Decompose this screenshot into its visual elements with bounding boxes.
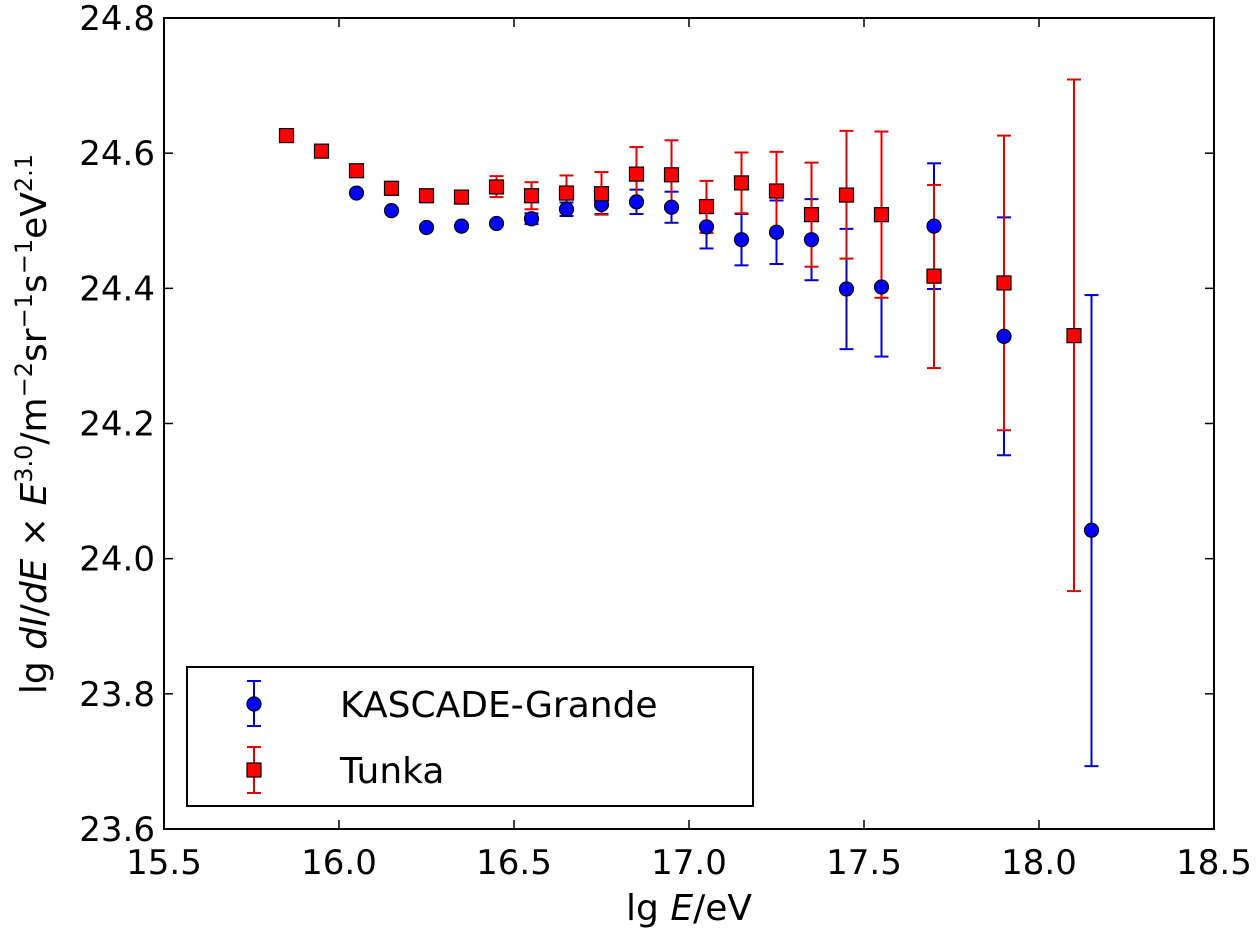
legend-kascade-grande-marker xyxy=(246,696,262,712)
kascade-grande-point xyxy=(873,279,890,295)
y-exp1: 3.0 xyxy=(10,445,38,483)
kascade-grande-point xyxy=(523,211,540,227)
kascade-grande-point xyxy=(558,201,575,217)
legend: KASCADE-Grande Tunka xyxy=(186,666,754,807)
x-tick-label: 18.0 xyxy=(1001,843,1077,883)
tunka-point xyxy=(558,185,575,201)
tunka-point xyxy=(996,275,1012,291)
legend-kascade-grande-label: KASCADE-Grande xyxy=(340,685,658,726)
kascade-grande-point xyxy=(628,194,645,210)
tunka-point xyxy=(733,175,750,191)
tunka-point xyxy=(698,198,715,215)
y-tick-label: 24.6 xyxy=(79,134,155,174)
y-exp3: −1 xyxy=(10,293,38,328)
kascade-grande-point xyxy=(488,215,505,232)
x-tick-label: 16.5 xyxy=(476,843,552,883)
tunka-point xyxy=(278,127,295,144)
kascade-grande-point xyxy=(838,281,855,297)
y-unit2: sr xyxy=(14,328,55,362)
tunka-point xyxy=(593,186,610,202)
tunka-point xyxy=(348,163,365,179)
y-unit3: s xyxy=(14,274,55,293)
tunka-point xyxy=(926,268,942,284)
tunka-point xyxy=(768,183,785,199)
y-E: E xyxy=(14,483,55,506)
kascade-grande-point xyxy=(733,232,750,248)
y-times: × xyxy=(14,506,55,559)
tunka-point xyxy=(663,167,680,183)
y-tick-label: 24.4 xyxy=(79,269,155,309)
x-tick-label: 18.5 xyxy=(1176,843,1252,883)
x-tick-label: 17.0 xyxy=(651,843,727,883)
tunka-point xyxy=(803,207,820,223)
kascade-grande-point xyxy=(768,224,785,240)
tunka-point xyxy=(313,143,330,159)
y-dE: dE xyxy=(14,558,55,604)
y-exp4: −1 xyxy=(10,239,38,274)
tunka-point xyxy=(453,189,470,205)
data-markers xyxy=(278,127,1100,538)
tunka-point xyxy=(383,180,400,196)
legend-tunka-label: Tunka xyxy=(339,751,444,792)
legend-entry-tunka: Tunka xyxy=(246,746,444,794)
x-tick-label: 15.5 xyxy=(126,843,202,883)
kascade-grande-point xyxy=(663,199,680,215)
legend-tunka-marker xyxy=(246,762,262,778)
y-axis-title: lg dI/dE × E3.0/m−2sr−1s−1eV2.1 xyxy=(10,154,55,694)
y-exp2: −2 xyxy=(10,362,38,397)
y-tick-label: 24.2 xyxy=(79,405,155,445)
tunka-point xyxy=(628,166,645,182)
x-axis-title-unit: /eV xyxy=(693,888,752,929)
y-unit1: /m xyxy=(14,397,55,444)
error-bars xyxy=(454,78,1099,768)
y-tick-label: 24.8 xyxy=(79,0,155,39)
tunka-point xyxy=(838,187,855,203)
tunka-point xyxy=(523,188,540,204)
y-slash: / xyxy=(14,603,55,616)
y-tick-label: 24.0 xyxy=(79,540,155,580)
kascade-grande-point xyxy=(698,219,715,235)
y-unit4: eV xyxy=(14,192,55,239)
tunka-point xyxy=(418,188,435,204)
kascade-grande-point xyxy=(926,218,942,234)
kascade-grande-point xyxy=(348,185,365,201)
x-axis-title-variable: E xyxy=(670,888,693,929)
y-tick-label: 23.8 xyxy=(79,675,155,715)
x-axis-title-prefix: lg xyxy=(626,888,670,929)
tunka-point xyxy=(873,207,890,223)
kascade-grande-point xyxy=(1083,522,1100,538)
kascade-grande-point xyxy=(453,218,470,234)
kascade-grande-point xyxy=(418,219,435,236)
y-dI: dI xyxy=(14,616,55,649)
tunka-point xyxy=(488,179,505,195)
kascade-grande-point xyxy=(383,203,400,219)
plot-frame xyxy=(163,17,1215,830)
x-tick-label: 16.0 xyxy=(301,843,377,883)
y-lg: lg xyxy=(14,650,55,694)
x-axis-title: lg E/eV xyxy=(626,888,752,929)
y-exp5: 2.1 xyxy=(10,154,38,192)
tick-labels: 15.5 16.0 16.5 17.0 17.5 18.0 18.5 23.6 23.8 24.0… xyxy=(79,0,1252,883)
legend-box xyxy=(186,666,754,807)
tunka-point xyxy=(1066,328,1082,344)
y-tick-label: 23.6 xyxy=(79,810,155,850)
kascade-grande-point xyxy=(996,328,1012,344)
legend-entry-kascade-grande: KASCADE-Grande xyxy=(246,680,658,727)
x-tick-label: 17.5 xyxy=(826,843,902,883)
kascade-grande-point xyxy=(803,232,820,248)
